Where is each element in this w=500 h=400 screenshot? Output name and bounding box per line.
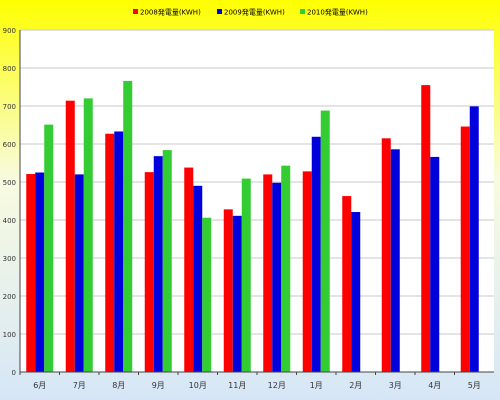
bar: [26, 174, 36, 372]
x-tick-label: 4月: [428, 381, 441, 390]
bar: [44, 124, 54, 373]
bar: [74, 174, 84, 372]
bar: [460, 126, 470, 373]
bar: [241, 178, 251, 372]
bar: [162, 150, 172, 372]
bar: [302, 171, 312, 372]
x-tick-label: 2月: [349, 381, 362, 390]
y-tick-label: 300: [3, 255, 16, 263]
bar: [281, 165, 291, 372]
x-tick-label: 7月: [73, 381, 86, 390]
x-tick-label: 6月: [33, 381, 46, 390]
x-tick-label: 1月: [310, 381, 323, 390]
x-tick-label: 9月: [152, 381, 165, 390]
bar: [390, 149, 400, 372]
y-tick-label: 400: [3, 217, 16, 225]
bars-group: [26, 80, 479, 373]
legend-label: 2009発電量(KWH): [224, 8, 285, 17]
bar: [35, 172, 45, 372]
bar: [193, 185, 203, 372]
bar: [202, 217, 212, 372]
y-tick-label: 900: [3, 27, 16, 35]
bar: [320, 110, 330, 372]
bar: [83, 98, 93, 373]
legend: 2008発電量(KWH) 2009発電量(KWH) 2010発電量(KWH): [133, 8, 368, 17]
y-tick-label: 200: [3, 293, 16, 301]
y-tick-label: 0: [12, 369, 16, 377]
legend-swatch: [133, 9, 138, 14]
y-tick-label: 600: [3, 141, 16, 149]
bar: [421, 85, 431, 372]
legend-swatch: [300, 9, 305, 14]
plot-area: [20, 30, 494, 372]
bar: [342, 196, 352, 372]
bar: [381, 138, 391, 372]
y-tick-label: 800: [3, 65, 16, 73]
x-tick-label: 10月: [189, 381, 207, 390]
bar: [65, 100, 75, 373]
y-tick-labels: 0 100 200 300 400 500 600 700 800 900: [3, 27, 16, 377]
bar: [430, 156, 440, 372]
bar: [272, 182, 282, 372]
bar: [351, 212, 361, 372]
grid-lines: [20, 29, 494, 335]
legend-label: 2010発電量(KWH): [307, 8, 368, 17]
bar: [144, 172, 154, 372]
x-tick-label: 11月: [228, 381, 246, 390]
bar: [184, 167, 194, 372]
y-tick-label: 700: [3, 103, 16, 111]
legend-label: 2008発電量(KWH): [140, 8, 201, 17]
bar: [223, 209, 233, 372]
bar: [105, 133, 115, 372]
x-tick-labels: 6月 7月 8月 9月 10月 11月 12月 1月 2月 3月 4月 5月: [19, 372, 481, 390]
x-tick-label: 3月: [389, 381, 402, 390]
bar: [469, 106, 479, 372]
y-tick-label: 100: [3, 331, 16, 339]
x-tick-label: 8月: [112, 381, 125, 390]
legend-swatch: [217, 9, 222, 14]
y-tick-label: 500: [3, 179, 16, 187]
bar: [153, 156, 163, 372]
bar: [232, 215, 242, 372]
x-tick-label: 5月: [468, 381, 481, 390]
bar: [114, 131, 124, 372]
bar: [311, 136, 321, 372]
bar: [263, 174, 273, 372]
bar: [123, 80, 133, 373]
x-tick-label: 12月: [268, 381, 286, 390]
